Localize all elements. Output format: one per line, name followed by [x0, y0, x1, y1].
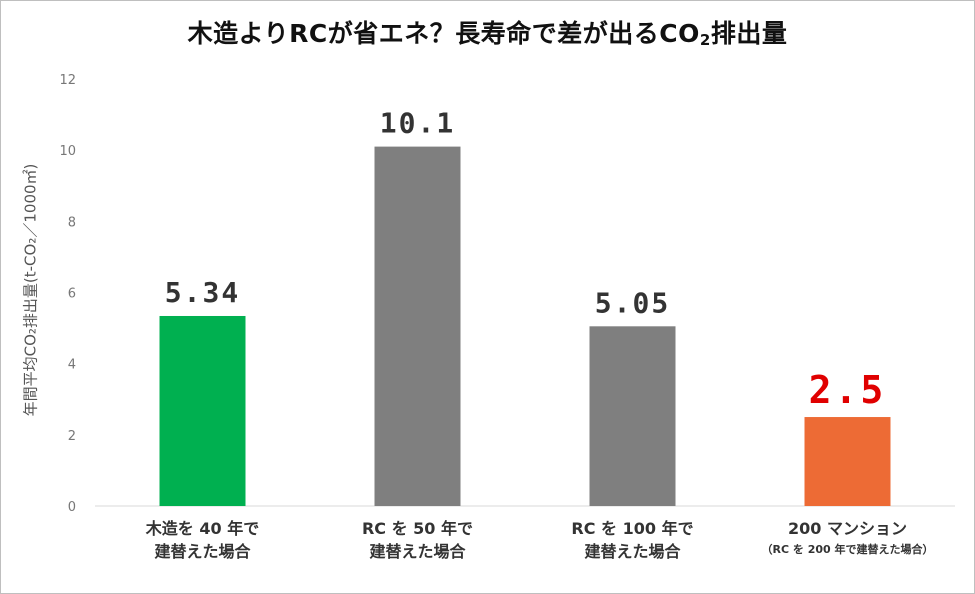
- x-tick-label-line1: 200 マンション: [788, 519, 907, 538]
- bar: [374, 146, 461, 506]
- bar: [804, 417, 891, 506]
- x-tick-label: RC を 100 年で 建替えた場合: [525, 517, 740, 563]
- x-tick-label: 200 マンション （RC を 200 年で建替えた場合）: [740, 517, 955, 560]
- chart-title-subscript: 2: [699, 31, 711, 49]
- y-tick-label: 4: [68, 358, 76, 373]
- chart-title-main: 木造よりRCが省エネ？長寿命で差が出るCO: [187, 19, 700, 48]
- data-label: 5.05: [595, 286, 670, 319]
- x-tick-label: RC を 50 年で 建替えた場合: [310, 517, 525, 563]
- chart-title: 木造よりRCが省エネ？長寿命で差が出るCO2排出量: [0, 14, 975, 50]
- x-tick-label-line2: 建替えた場合: [154, 542, 251, 561]
- x-tick-label-line1: 木造を 40 年で: [145, 519, 260, 538]
- data-label: 2.5: [809, 368, 887, 412]
- y-tick-label: 12: [59, 73, 76, 88]
- data-label: 10.1: [380, 107, 455, 140]
- bar: [159, 315, 246, 506]
- chart-title-tail: 排出量: [710, 19, 788, 48]
- x-tick-label-line1: RC を 50 年で: [361, 519, 474, 538]
- x-tick-label-note: （RC を 200 年で建替えた場合）: [761, 543, 934, 556]
- y-tick-label: 10: [59, 144, 76, 159]
- y-tick-label: 8: [68, 215, 76, 230]
- y-tick-label: 2: [68, 429, 76, 444]
- x-tick-label-line1: RC を 100 年で: [571, 519, 694, 538]
- y-tick-label: 0: [68, 500, 76, 515]
- x-tick-label: 木造を 40 年で 建替えた場合: [95, 517, 310, 563]
- bar: [589, 326, 676, 506]
- x-tick-label-line2: 建替えた場合: [369, 542, 466, 561]
- data-label: 5.34: [165, 276, 240, 309]
- x-tick-label-line2: 建替えた場合: [584, 542, 681, 561]
- y-tick-label: 6: [68, 287, 76, 302]
